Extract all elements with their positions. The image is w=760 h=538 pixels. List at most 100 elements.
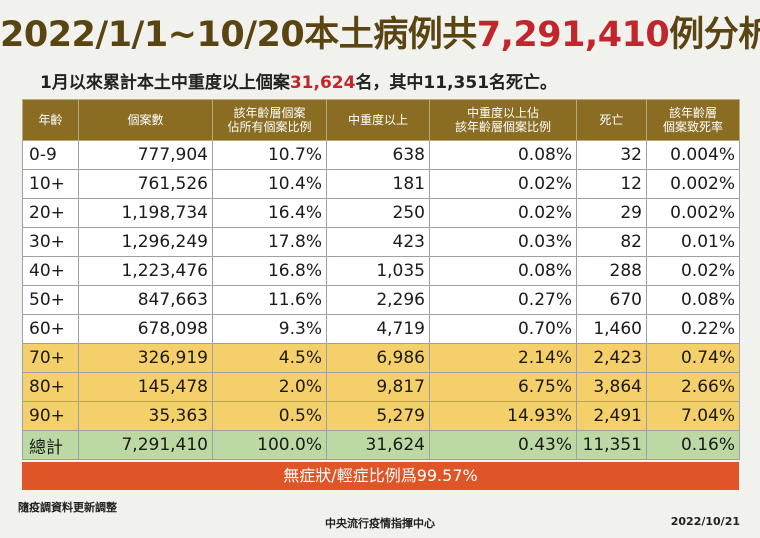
cell-severe: 4,719 [326, 314, 430, 344]
cell-deaths: 2,423 [576, 343, 647, 373]
cell-deaths: 2,491 [576, 401, 647, 431]
total-row: 總計 7,291,410 100.0% 31,624 0.43% 11,351 0.16% [22, 430, 740, 460]
cell-pct-all: 2.0% [212, 372, 327, 402]
cell-deaths: 288 [576, 256, 647, 286]
table-row: 60+ 678,098 9.3% 4,719 0.70% 1,460 0.22% [22, 314, 740, 344]
cell-deaths: 12 [576, 169, 647, 199]
cell-cases: 678,098 [78, 314, 213, 344]
cell-deaths: 32 [576, 140, 647, 170]
column-header: 年齡 [22, 99, 79, 141]
cell-deaths: 3,864 [576, 372, 647, 402]
cell-cfr: 2.66% [646, 372, 740, 402]
cell-pct-all: 0.5% [212, 401, 327, 431]
cell-cases: 1,198,734 [78, 198, 213, 228]
cell-cfr: 0.22% [646, 314, 740, 344]
table-row: 20+ 1,198,734 16.4% 250 0.02% 29 0.002% [22, 198, 740, 228]
column-header: 中重度以上佔 該年齡層個案比例 [429, 99, 577, 141]
cell-severe: 9,817 [326, 372, 430, 402]
cell-cases: 145,478 [78, 372, 213, 402]
cell-deaths: 1,460 [576, 314, 647, 344]
column-header: 死亡 [576, 99, 647, 141]
cell-cases: 761,526 [78, 169, 213, 199]
cell-age: 總計 [22, 430, 79, 460]
cell-cases: 7,291,410 [78, 430, 213, 460]
column-header: 該年齡層 個案致死率 [646, 99, 740, 141]
cell-pct-all: 11.6% [212, 285, 327, 315]
cell-age: 30+ [22, 227, 79, 257]
cell-age: 40+ [22, 256, 79, 286]
table-row: 10+ 761,526 10.4% 181 0.02% 12 0.002% [22, 169, 740, 199]
table-body: 0-9 777,904 10.7% 638 0.08% 32 0.004% 10+ 761,52… [22, 140, 740, 460]
cell-severe-pct: 0.43% [429, 430, 577, 460]
cell-pct-all: 10.4% [212, 169, 327, 199]
cell-cfr: 0.02% [646, 256, 740, 286]
age-analysis-table: 年齡 個案數 該年齡層個案 佔所有個案比例 中重度以上 中重度以上佔 該年齡層個案比例死… [22, 99, 740, 460]
cell-cfr: 0.08% [646, 285, 740, 315]
cell-deaths: 29 [576, 198, 647, 228]
cell-age: 70+ [22, 343, 79, 373]
cell-severe: 423 [326, 227, 430, 257]
cell-cases: 1,296,249 [78, 227, 213, 257]
footer-agency: 中央流行疫情指揮中心 [325, 517, 435, 530]
cell-severe-pct: 0.03% [429, 227, 577, 257]
cell-pct-all: 100.0% [212, 430, 327, 460]
cell-age: 90+ [22, 401, 79, 431]
summary-line: 1月以來累計本土中重度以上個案31,624名，其中11,351名死亡。 [40, 68, 740, 93]
cell-severe: 6,986 [326, 343, 430, 373]
cell-cases: 35,363 [78, 401, 213, 431]
cell-pct-all: 10.7% [212, 140, 327, 170]
title-total-cases: 7,291,410 [476, 15, 670, 55]
cell-age: 80+ [22, 372, 79, 402]
cell-severe: 181 [326, 169, 430, 199]
cell-cases: 326,919 [78, 343, 213, 373]
cell-age: 0-9 [22, 140, 79, 170]
cell-age: 60+ [22, 314, 79, 344]
cell-deaths: 11,351 [576, 430, 647, 460]
cell-cfr: 0.002% [646, 198, 740, 228]
cell-severe: 5,279 [326, 401, 430, 431]
cell-cases: 847,663 [78, 285, 213, 315]
cell-severe-pct: 0.08% [429, 140, 577, 170]
cell-deaths: 670 [576, 285, 647, 315]
cell-cfr: 0.004% [646, 140, 740, 170]
data-update-note: 隨疫調資料更新調整 [18, 501, 117, 514]
cell-severe: 31,624 [326, 430, 430, 460]
cell-severe-pct: 0.27% [429, 285, 577, 315]
cell-cases: 777,904 [78, 140, 213, 170]
cell-severe: 638 [326, 140, 430, 170]
cell-cfr: 0.16% [646, 430, 740, 460]
cell-cases: 1,223,476 [78, 256, 213, 286]
table-header-row: 年齡 個案數 該年齡層個案 佔所有個案比例 中重度以上 中重度以上佔 該年齡層個案比例死… [22, 99, 740, 141]
column-header: 該年齡層個案 佔所有個案比例 [212, 99, 327, 141]
cell-cfr: 0.01% [646, 227, 740, 257]
column-header: 個案數 [78, 99, 213, 141]
summary-severe-count: 31,624 [289, 73, 356, 93]
cell-severe-pct: 6.75% [429, 372, 577, 402]
table-row: 70+ 326,919 4.5% 6,986 2.14% 2,423 0.74% [22, 343, 740, 373]
cell-severe-pct: 14.93% [429, 401, 577, 431]
cell-pct-all: 4.5% [212, 343, 327, 373]
summary-prefix: 1月以來累計本土中重度以上個案 [40, 73, 290, 93]
cell-severe: 2,296 [326, 285, 430, 315]
cell-age: 50+ [22, 285, 79, 315]
cell-deaths: 82 [576, 227, 647, 257]
cell-age: 10+ [22, 169, 79, 199]
cell-severe-pct: 0.08% [429, 256, 577, 286]
cell-severe-pct: 2.14% [429, 343, 577, 373]
page-title: 2022/1/1~10/20本土病例共7,291,410例分析 [0, 6, 760, 57]
cell-cfr: 0.74% [646, 343, 740, 373]
title-suffix: 例分析 [669, 15, 760, 55]
cell-pct-all: 16.4% [212, 198, 327, 228]
cell-severe-pct: 0.02% [429, 198, 577, 228]
cell-pct-all: 17.8% [212, 227, 327, 257]
table-row: 40+ 1,223,476 16.8% 1,035 0.08% 288 0.02% [22, 256, 740, 286]
title-prefix: 2022/1/1~10/20本土病例共 [0, 15, 477, 55]
cell-severe: 250 [326, 198, 430, 228]
cell-cfr: 0.002% [646, 169, 740, 199]
cell-age: 20+ [22, 198, 79, 228]
cell-severe-pct: 0.02% [429, 169, 577, 199]
asymptomatic-banner: 無症狀/輕症比例爲99.57% [22, 462, 739, 490]
table-row: 50+ 847,663 11.6% 2,296 0.27% 670 0.08% [22, 285, 740, 315]
column-header: 中重度以上 [326, 99, 430, 141]
cell-pct-all: 16.8% [212, 256, 327, 286]
